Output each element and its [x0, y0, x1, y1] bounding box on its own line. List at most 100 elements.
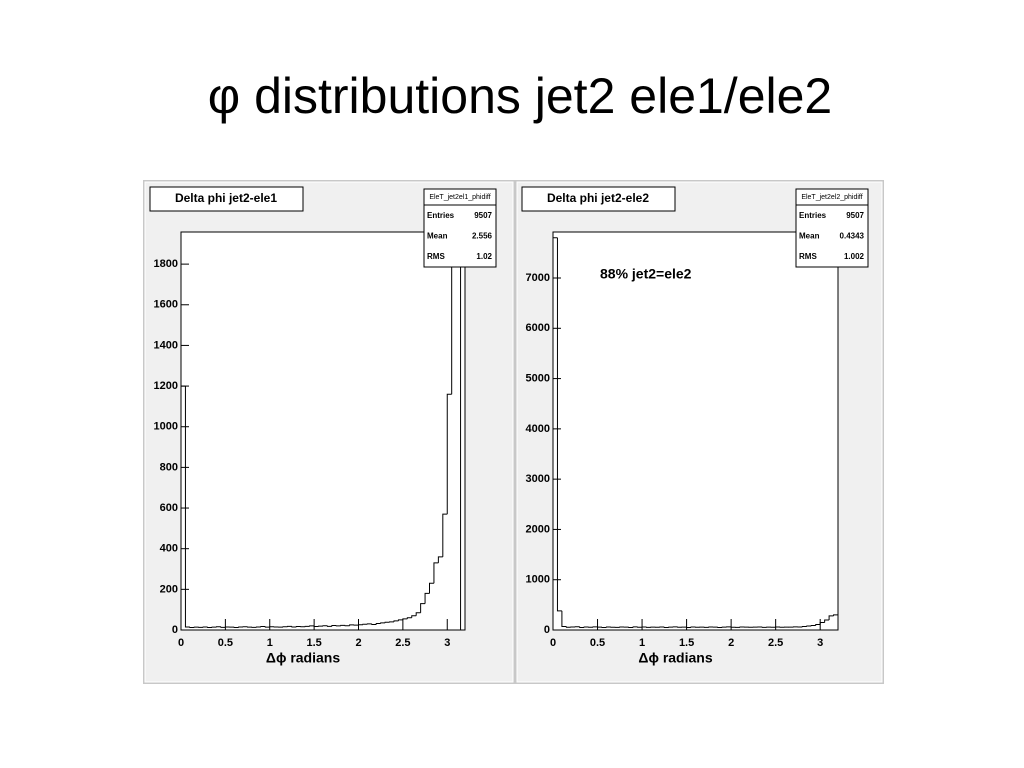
bin [380, 622, 386, 624]
stats-label: Mean [799, 232, 820, 241]
y-tick-label: 3000 [526, 473, 550, 485]
y-tick-label: 0 [172, 624, 178, 636]
stats-name: EleT_jet2el1_phidiff [429, 194, 490, 201]
bin [375, 622, 381, 625]
bin [446, 393, 452, 515]
bin [393, 620, 399, 622]
x-tick-label: 1 [267, 637, 273, 649]
x-tick-label: 2 [355, 637, 361, 649]
x-axis-label: Δϕ radians [266, 650, 340, 666]
bin [326, 625, 332, 627]
stats-label: Mean [427, 232, 448, 241]
bin [411, 615, 417, 618]
plot-frame [180, 231, 466, 631]
bin [420, 603, 426, 613]
bin [331, 625, 337, 627]
y-tick-label: 200 [160, 583, 178, 595]
y-tick-label: 800 [160, 461, 178, 473]
x-axis-label: Δϕ radians [638, 650, 712, 666]
x-tick-label: 2.5 [395, 637, 410, 649]
bin [340, 624, 346, 626]
bin [824, 619, 830, 623]
stats-box [795, 188, 869, 268]
y-tick-label: 5000 [526, 372, 550, 384]
bin [384, 621, 390, 623]
bin [579, 626, 585, 628]
bin [371, 623, 377, 626]
stats-label: RMS [799, 252, 817, 261]
annotation: 88% jet2=ele2 [600, 266, 692, 282]
bin [397, 619, 403, 621]
bin [583, 626, 589, 628]
stats-label: RMS [427, 252, 445, 261]
bin [605, 626, 611, 628]
plot-frame [552, 231, 839, 631]
bin [442, 513, 448, 557]
bin [815, 623, 821, 626]
x-tick-label: 0 [178, 637, 184, 649]
bin [663, 626, 669, 628]
bin [220, 626, 226, 628]
bin [238, 626, 244, 628]
stats-value: 9507 [474, 211, 492, 220]
y-tick-label: 1800 [154, 258, 178, 270]
bin [433, 562, 439, 584]
pad-title-box [149, 186, 304, 212]
y-tick-label: 7000 [526, 272, 550, 284]
stats-value: 2.556 [472, 232, 493, 241]
x-tick-label: 3 [444, 637, 450, 649]
slide-title: φ distributions jet2 ele1/ele2 [208, 68, 832, 124]
y-tick-label: 6000 [526, 322, 550, 334]
bin [561, 610, 567, 627]
bin [406, 617, 412, 619]
y-tick-label: 1000 [526, 574, 550, 586]
bin [556, 237, 562, 612]
stats-value: 1.02 [476, 252, 492, 261]
x-tick-label: 1 [639, 637, 645, 649]
bin [451, 232, 453, 395]
stats-name: EleT_jet2el2_phidiff [801, 194, 862, 201]
stats-value: 1.002 [844, 252, 865, 261]
y-tick-label: 1600 [154, 299, 178, 311]
bin [291, 626, 297, 628]
bin [424, 592, 430, 604]
stats-label: Entries [427, 211, 455, 220]
x-tick-label: 3 [817, 637, 823, 649]
y-tick-label: 600 [160, 502, 178, 514]
y-tick-label: 2000 [526, 523, 550, 535]
bin [207, 626, 213, 629]
bin [810, 624, 816, 626]
bin [833, 614, 838, 630]
bin [415, 612, 421, 616]
bin [553, 237, 558, 630]
pad-title: Delta phi jet2-ele1 [175, 191, 277, 205]
bin [429, 582, 434, 594]
x-tick-label: 2 [728, 637, 734, 649]
bin [690, 626, 696, 628]
y-tick-label: 1400 [154, 339, 178, 351]
bin [806, 625, 812, 627]
bin [184, 386, 190, 628]
bin [632, 626, 638, 628]
bin [437, 556, 443, 563]
y-tick-label: 0 [544, 624, 550, 636]
x-tick-label: 2.5 [768, 637, 783, 649]
x-tick-label: 0.5 [218, 637, 233, 649]
bin [828, 615, 834, 620]
stats-label: Entries [799, 211, 827, 220]
bin [565, 626, 571, 628]
y-tick-label: 4000 [526, 423, 550, 435]
stats-value: 0.4343 [840, 232, 865, 241]
bin [189, 626, 195, 629]
y-tick-label: 1000 [154, 421, 178, 433]
y-tick-label: 400 [160, 543, 178, 555]
pad-title-box [521, 186, 676, 212]
y-tick-label: 1200 [154, 380, 178, 392]
x-tick-label: 1.5 [306, 637, 321, 649]
bin [264, 626, 270, 628]
pad-title: Delta phi jet2-ele2 [547, 191, 649, 205]
x-tick-label: 1.5 [679, 637, 694, 649]
x-tick-label: 0 [550, 637, 556, 649]
